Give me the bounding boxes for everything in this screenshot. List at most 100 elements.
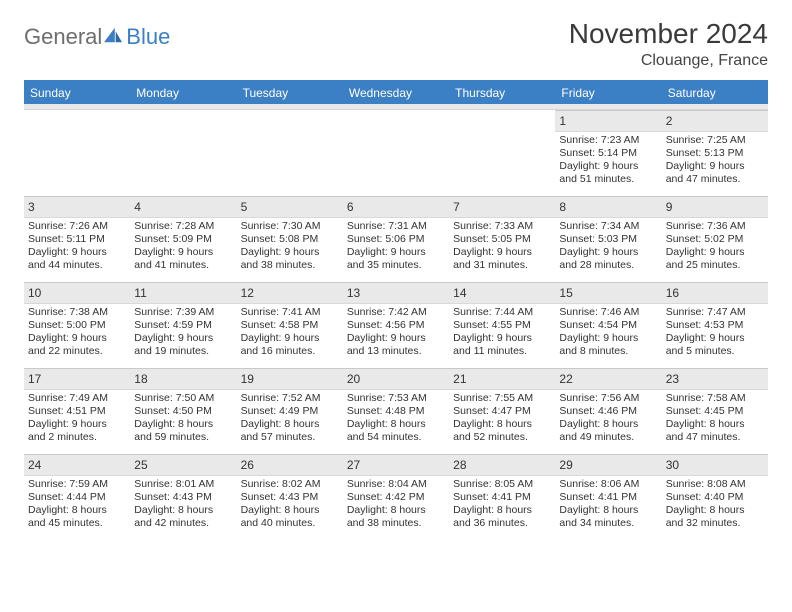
- day-number-bar: 7: [449, 196, 555, 218]
- sunrise-text: Sunrise: 8:06 AM: [559, 478, 657, 491]
- sunset-text: Sunset: 4:44 PM: [28, 491, 126, 504]
- day-cell: 9Sunrise: 7:36 AMSunset: 5:02 PMDaylight…: [662, 196, 768, 282]
- week-row: 24Sunrise: 7:59 AMSunset: 4:44 PMDayligh…: [24, 454, 768, 540]
- day-number: 19: [241, 372, 254, 386]
- sunset-text: Sunset: 5:08 PM: [241, 233, 339, 246]
- day-number-bar: 14: [449, 282, 555, 304]
- daylight-text: Daylight: 9 hours and 8 minutes.: [559, 332, 657, 358]
- daylight-text: Daylight: 9 hours and 47 minutes.: [666, 160, 764, 186]
- day-body: Sunrise: 7:23 AMSunset: 5:14 PMDaylight:…: [555, 132, 661, 191]
- day-body: Sunrise: 8:04 AMSunset: 4:42 PMDaylight:…: [343, 476, 449, 535]
- daylight-text: Daylight: 9 hours and 13 minutes.: [347, 332, 445, 358]
- day-number-bar: 9: [662, 196, 768, 218]
- sunset-text: Sunset: 5:05 PM: [453, 233, 551, 246]
- day-cell: 10Sunrise: 7:38 AMSunset: 5:00 PMDayligh…: [24, 282, 130, 368]
- sunset-text: Sunset: 4:51 PM: [28, 405, 126, 418]
- day-body: Sunrise: 7:52 AMSunset: 4:49 PMDaylight:…: [237, 390, 343, 449]
- sunset-text: Sunset: 4:56 PM: [347, 319, 445, 332]
- sunset-text: Sunset: 4:54 PM: [559, 319, 657, 332]
- sunset-text: Sunset: 4:47 PM: [453, 405, 551, 418]
- day-number: 14: [453, 286, 466, 300]
- day-cell: 27Sunrise: 8:04 AMSunset: 4:42 PMDayligh…: [343, 454, 449, 540]
- daylight-text: Daylight: 9 hours and 28 minutes.: [559, 246, 657, 272]
- day-cell: 26Sunrise: 8:02 AMSunset: 4:43 PMDayligh…: [237, 454, 343, 540]
- brand-part1: General: [24, 24, 102, 50]
- day-cell: [237, 110, 343, 196]
- day-body: Sunrise: 7:59 AMSunset: 4:44 PMDaylight:…: [24, 476, 130, 535]
- day-number-bar: 2: [662, 110, 768, 132]
- day-cell: 7 Sunrise: 7:33 AMSunset: 5:05 PMDaylight…: [449, 196, 555, 282]
- day-cell: 14Sunrise: 7:44 AMSunset: 4:55 PMDayligh…: [449, 282, 555, 368]
- daylight-text: Daylight: 8 hours and 59 minutes.: [134, 418, 232, 444]
- title-block: November 2024 Clouange, France: [569, 18, 768, 70]
- day-body: Sunrise: 7:30 AMSunset: 5:08 PMDaylight:…: [237, 218, 343, 277]
- week-row: 10Sunrise: 7:38 AMSunset: 5:00 PMDayligh…: [24, 282, 768, 368]
- daylight-text: Daylight: 9 hours and 2 minutes.: [28, 418, 126, 444]
- day-body: Sunrise: 7:46 AMSunset: 4:54 PMDaylight:…: [555, 304, 661, 363]
- daylight-text: Daylight: 8 hours and 57 minutes.: [241, 418, 339, 444]
- day-number: 7: [453, 200, 460, 214]
- day-number-bar: 21: [449, 368, 555, 390]
- day-cell: 29Sunrise: 8:06 AMSunset: 4:41 PMDayligh…: [555, 454, 661, 540]
- day-number: 22: [559, 372, 572, 386]
- sunrise-text: Sunrise: 7:56 AM: [559, 392, 657, 405]
- daylight-text: Daylight: 8 hours and 45 minutes.: [28, 504, 126, 530]
- sunrise-text: Sunrise: 8:05 AM: [453, 478, 551, 491]
- day-body: Sunrise: 7:50 AMSunset: 4:50 PMDaylight:…: [130, 390, 236, 449]
- sunset-text: Sunset: 4:42 PM: [347, 491, 445, 504]
- sunset-text: Sunset: 4:53 PM: [666, 319, 764, 332]
- day-number: 1: [559, 114, 566, 128]
- day-number-bar: 13: [343, 282, 449, 304]
- day-number-bar: 28: [449, 454, 555, 476]
- weeks-container: 1Sunrise: 7:23 AMSunset: 5:14 PMDaylight…: [24, 110, 768, 540]
- day-cell: 21 Sunrise: 7:55 AMSunset: 4:47 PMDayligh…: [449, 368, 555, 454]
- day-number-bar: 26: [237, 454, 343, 476]
- day-cell: 17Sunrise: 7:49 AMSunset: 4:51 PMDayligh…: [24, 368, 130, 454]
- sunrise-text: Sunrise: 8:08 AM: [666, 478, 764, 491]
- weekday-header: Tuesday: [237, 82, 343, 104]
- sunset-text: Sunset: 4:46 PM: [559, 405, 657, 418]
- sunset-text: Sunset: 4:45 PM: [666, 405, 764, 418]
- day-body: Sunrise: 7:33 AMSunset: 5:05 PMDaylight:…: [449, 218, 555, 277]
- daylight-text: Daylight: 9 hours and 51 minutes.: [559, 160, 657, 186]
- sunset-text: Sunset: 5:03 PM: [559, 233, 657, 246]
- sunrise-text: Sunrise: 7:41 AM: [241, 306, 339, 319]
- week-row: 1Sunrise: 7:23 AMSunset: 5:14 PMDaylight…: [24, 110, 768, 196]
- day-body: Sunrise: 8:05 AMSunset: 4:41 PMDaylight:…: [449, 476, 555, 535]
- day-number: 12: [241, 286, 254, 300]
- day-body: Sunrise: 7:36 AMSunset: 5:02 PMDaylight:…: [662, 218, 768, 277]
- sunset-text: Sunset: 4:41 PM: [453, 491, 551, 504]
- day-cell: [449, 110, 555, 196]
- sunrise-text: Sunrise: 7:23 AM: [559, 134, 657, 147]
- brand-logo: General Blue: [24, 18, 170, 50]
- day-body: Sunrise: 7:28 AMSunset: 5:09 PMDaylight:…: [130, 218, 236, 277]
- sunset-text: Sunset: 5:02 PM: [666, 233, 764, 246]
- sunset-text: Sunset: 5:13 PM: [666, 147, 764, 160]
- day-body: Sunrise: 7:38 AMSunset: 5:00 PMDaylight:…: [24, 304, 130, 363]
- day-number-bar: 11: [130, 282, 236, 304]
- sunset-text: Sunset: 5:14 PM: [559, 147, 657, 160]
- sunrise-text: Sunrise: 7:49 AM: [28, 392, 126, 405]
- day-number: 13: [347, 286, 360, 300]
- sunset-text: Sunset: 4:48 PM: [347, 405, 445, 418]
- sunrise-text: Sunrise: 7:59 AM: [28, 478, 126, 491]
- day-cell: 15Sunrise: 7:46 AMSunset: 4:54 PMDayligh…: [555, 282, 661, 368]
- day-body: Sunrise: 7:42 AMSunset: 4:56 PMDaylight:…: [343, 304, 449, 363]
- day-body: Sunrise: 8:06 AMSunset: 4:41 PMDaylight:…: [555, 476, 661, 535]
- day-number-bar: 15: [555, 282, 661, 304]
- sunset-text: Sunset: 5:00 PM: [28, 319, 126, 332]
- sunset-text: Sunset: 4:43 PM: [241, 491, 339, 504]
- day-number-bar: 1: [555, 110, 661, 132]
- sunrise-text: Sunrise: 7:55 AM: [453, 392, 551, 405]
- calendar: Sunday Monday Tuesday Wednesday Thursday…: [24, 80, 768, 540]
- day-cell: [130, 110, 236, 196]
- sunrise-text: Sunrise: 7:31 AM: [347, 220, 445, 233]
- day-number: 3: [28, 200, 35, 214]
- day-body: Sunrise: 7:25 AMSunset: 5:13 PMDaylight:…: [662, 132, 768, 191]
- sunrise-text: Sunrise: 7:53 AM: [347, 392, 445, 405]
- day-cell: 13 Sunrise: 7:42 AMSunset: 4:56 PMDayligh…: [343, 282, 449, 368]
- day-cell: 24Sunrise: 7:59 AMSunset: 4:44 PMDayligh…: [24, 454, 130, 540]
- daylight-text: Daylight: 8 hours and 52 minutes.: [453, 418, 551, 444]
- day-cell: [24, 110, 130, 196]
- day-cell: 30Sunrise: 8:08 AMSunset: 4:40 PMDayligh…: [662, 454, 768, 540]
